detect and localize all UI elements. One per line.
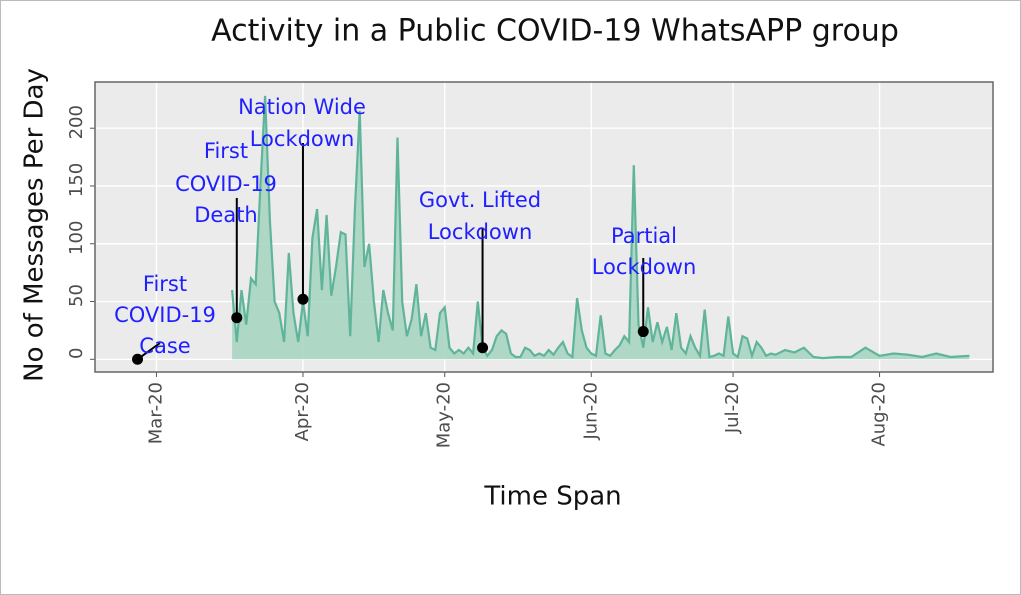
annotation-label: Lockdown [592, 255, 697, 279]
area-line [231, 95, 970, 360]
annotation-label: First [143, 272, 187, 296]
x-tick-label: Apr-20 [292, 382, 313, 441]
annotation-point [297, 293, 309, 305]
x-tick-label: Mar-20 [145, 382, 166, 444]
annotation-label: Case [139, 334, 190, 358]
annotation-label: Govt. Lifted [419, 188, 541, 212]
plot-border [94, 81, 994, 373]
annotation-point [231, 312, 243, 324]
annotation-label: Death [194, 203, 258, 227]
annotation-label: COVID-19 [114, 303, 216, 327]
y-tick-label: 0 [66, 348, 87, 359]
x-tick-label: May-20 [434, 382, 455, 448]
x-tick-label: Jul-20 [722, 382, 743, 434]
annotation-label: Lockdown [250, 127, 355, 151]
annotation-label: First [204, 139, 248, 163]
annotation-label: Lockdown [428, 220, 533, 244]
y-axis-title: No of Messages Per Day [20, 68, 50, 382]
plot-panel [95, 82, 993, 372]
x-tick-label: Aug-20 [869, 382, 890, 447]
annotation-label: COVID-19 [175, 172, 277, 196]
chart-title: Activity in a Public COVID-19 WhatsAPP g… [211, 14, 899, 49]
x-axis-title: Time Span [483, 482, 621, 512]
annotation-point [132, 353, 144, 365]
y-tick-label: 200 [66, 105, 87, 139]
y-tick-label: 50 [66, 284, 87, 307]
y-tick-label: 100 [66, 221, 87, 255]
annotation-label: Nation Wide [238, 95, 366, 119]
annotation-label: Partial [611, 224, 677, 248]
annotation-point [637, 326, 649, 338]
x-tick-label: Jun-20 [580, 382, 601, 441]
y-tick-label: 150 [66, 163, 87, 197]
annotation-point [477, 342, 489, 354]
